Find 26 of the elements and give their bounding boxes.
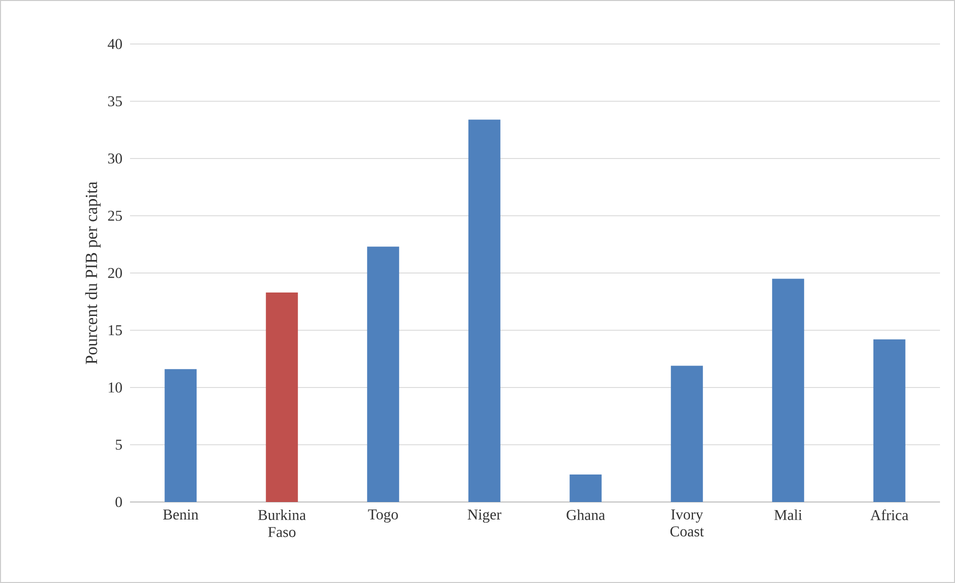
x-tick-label: Niger	[468, 510, 502, 523]
bar	[468, 120, 500, 502]
y-tick-label: 30	[108, 153, 122, 164]
bar	[367, 246, 400, 502]
x-tick-label: Africa	[870, 510, 908, 520]
bar	[164, 369, 197, 502]
y-tick-label: 25	[108, 210, 122, 221]
x-tick-label: Burkina Faso	[258, 510, 306, 538]
x-tick-label: Benin	[163, 510, 198, 520]
x-tick-label: Ghana	[566, 510, 605, 520]
y-tick-label: 40	[108, 38, 122, 50]
y-tick-label: 0	[116, 496, 122, 508]
bar	[873, 339, 906, 502]
x-tick-label: Ivory Coast	[670, 510, 704, 536]
bar	[570, 474, 602, 502]
y-tick-label: 35	[108, 96, 122, 106]
bar	[266, 292, 298, 502]
x-tick-label: Togo	[368, 510, 398, 523]
y-tick-label: 20	[108, 268, 122, 278]
y-tick-label: 10	[108, 382, 122, 393]
bar	[670, 366, 703, 502]
y-tick-label: 15	[108, 325, 122, 336]
y-axis-title: Pourcent du PIB per capita	[85, 182, 101, 364]
y-tick-label: 5	[116, 440, 122, 450]
x-tick-label: Mali	[774, 510, 802, 520]
bar	[772, 278, 804, 502]
